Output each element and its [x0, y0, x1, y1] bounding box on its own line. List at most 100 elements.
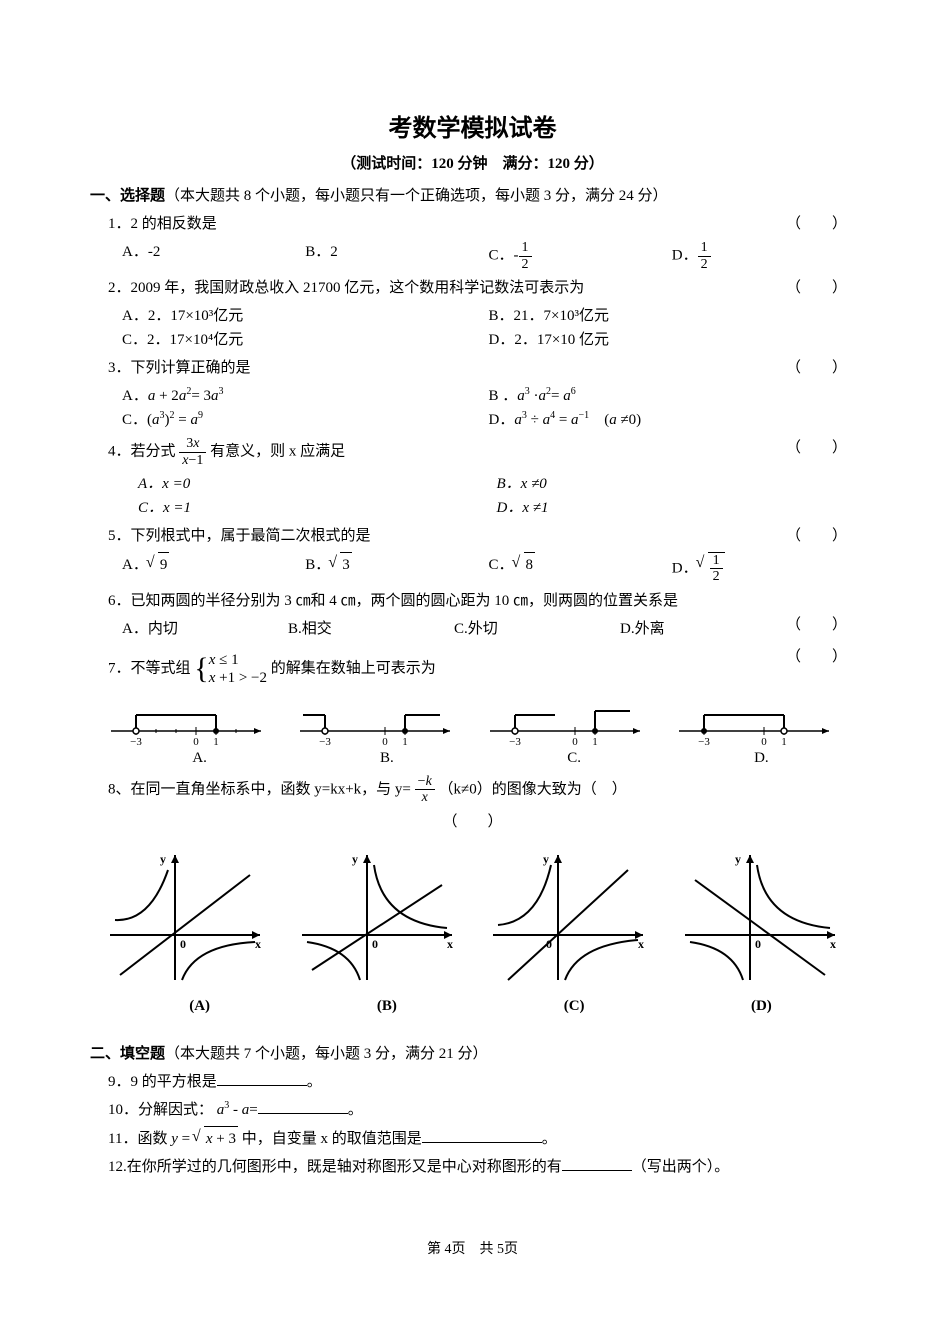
- q7-option-labels: A. B. C. D.: [106, 746, 855, 770]
- graph-d: x y 0: [675, 840, 845, 990]
- svg-text:y: y: [160, 852, 166, 866]
- q1-text: 2 的相反数是: [131, 216, 217, 232]
- section-1-heading: 一、选择题: [90, 188, 165, 204]
- question-7: 7．不等式组 { x ≤ 1x +1 > −2 的解集在数轴上可表示为 （ ）: [108, 645, 855, 693]
- section-2-heading: 二、填空题: [90, 1046, 165, 1062]
- question-12: 12.在你所学过的几何图形中，既是轴对称图形又是中心对称图形的有（写出两个）。: [108, 1155, 855, 1179]
- q1-options: A．-2 B．2 C．-12 D．12: [122, 240, 855, 272]
- q5-text: 下列根式中，属于最简二次根式的是: [131, 528, 371, 544]
- exam-subtitle: （测试时间：120 分钟 满分：120 分）: [90, 152, 855, 176]
- svg-text:1: 1: [403, 736, 409, 746]
- q12-text: 在你所学过的几何图形中，既是轴对称图形又是中心对称图形的有: [127, 1159, 562, 1175]
- q3-opt-a: A．a + 2a2= 3a3: [122, 384, 489, 408]
- question-5: 5．下列根式中，属于最简二次根式的是 （ ）: [108, 524, 855, 548]
- svg-text:−3: −3: [698, 736, 710, 746]
- q7-paren: （ ）: [786, 645, 855, 669]
- q8-num: 8、: [108, 781, 131, 797]
- q3-options: A．a + 2a2= 3a3 B ．a3 ·a2= a6 C．(a3)2 = a…: [122, 384, 855, 432]
- section-1-desc: （本大题共 8 个小题，每小题只有一个正确选项，每小题 3 分，满分 24 分）: [165, 188, 668, 204]
- q8-post: （k≠0）的图像大致为（ ）: [439, 781, 627, 797]
- q4-paren: （ ）: [786, 436, 855, 460]
- svg-text:−3: −3: [130, 736, 142, 746]
- q8-label-c: (C): [481, 994, 668, 1018]
- q10-tail: 。: [348, 1102, 363, 1118]
- section-2-desc: （本大题共 7 个小题，每小题 3 分，满分 21 分）: [165, 1046, 488, 1062]
- q3-opt-b: B ．a3 ·a2= a6: [489, 384, 856, 408]
- svg-text:0: 0: [383, 736, 389, 746]
- q11-num: 11．: [108, 1131, 137, 1147]
- q4-fraction: 3xx−1: [179, 436, 206, 468]
- question-1: 1．2 的相反数是 （ ）: [108, 212, 855, 236]
- q12-num: 12.: [108, 1159, 127, 1175]
- q4-opt-c: C．x =1: [138, 496, 497, 520]
- q3-text: 下列计算正确的是: [131, 360, 251, 376]
- q4-opt-a: A．x =0: [138, 472, 497, 496]
- svg-text:0: 0: [180, 937, 186, 951]
- question-6: 6．已知两圆的半径分别为 3 ㎝和 4 ㎝，两个圆的圆心距为 10 ㎝，则两圆的…: [108, 589, 855, 613]
- q2-options: A．2．17×10³亿元 B．21．7×10³亿元 C．2．17×10⁴亿元 D…: [122, 304, 855, 352]
- q11-blank: [422, 1128, 542, 1143]
- q5-paren: （ ）: [786, 524, 855, 548]
- q2-opt-c: C．2．17×10⁴亿元: [122, 328, 489, 352]
- q3-num: 3．: [108, 360, 131, 376]
- q7-label-d: D.: [668, 746, 855, 770]
- q2-opt-d: D．2．17×10 亿元: [489, 328, 856, 352]
- q1-paren: （ ）: [786, 212, 855, 236]
- q7-label-b: B.: [293, 746, 480, 770]
- q10-blank: [258, 1099, 348, 1114]
- q9-blank: [217, 1071, 307, 1086]
- svg-text:0: 0: [761, 736, 767, 746]
- graph-b: x y 0: [292, 840, 462, 990]
- q9-num: 9．: [108, 1074, 131, 1090]
- q1-opt-a: A．-2: [122, 240, 305, 272]
- numberline-a: −3 0 1: [106, 701, 271, 746]
- question-2: 2．2009 年，我国财政总收入 21700 亿元，这个数用科学记数法可表示为 …: [108, 276, 855, 300]
- q8-label-b: (B): [293, 994, 480, 1018]
- q8-extra-paren: （ ）: [90, 810, 855, 834]
- q4-opt-b: B．x ≠0: [497, 472, 856, 496]
- q7-numberlines: −3 0 1 −3 0 1 −3 0: [106, 701, 839, 746]
- graph-c: x y 0: [483, 840, 653, 990]
- q5-opt-a: A．9: [122, 552, 305, 585]
- q6-opt-c: C.外切: [454, 617, 620, 641]
- q11-tail: 。: [542, 1131, 557, 1147]
- svg-text:−3: −3: [319, 736, 331, 746]
- svg-text:x: x: [638, 937, 644, 951]
- svg-text:y: y: [735, 852, 741, 866]
- svg-text:x: x: [830, 937, 836, 951]
- svg-text:0: 0: [755, 937, 761, 951]
- question-4: 4．若分式 3xx−1 有意义，则 x 应满足 （ ）: [108, 436, 855, 468]
- q2-opt-a: A．2．17×10³亿元: [122, 304, 489, 328]
- q5-opt-d: D．12: [672, 552, 855, 585]
- q4-post: 有意义，则 x 应满足: [210, 444, 345, 460]
- q2-text: 2009 年，我国财政总收入 21700 亿元，这个数用科学记数法可表示为: [131, 280, 585, 296]
- svg-text:0: 0: [572, 736, 578, 746]
- q7-post: 的解集在数轴上可表示为: [271, 660, 436, 676]
- q4-num: 4．: [108, 444, 131, 460]
- q2-num: 2．: [108, 280, 131, 296]
- numberline-b: −3 0 1: [295, 701, 460, 746]
- q8-fraction: −kx: [415, 774, 435, 806]
- q7-pre: 不等式组: [131, 660, 191, 676]
- q5-options: A．9 B．3 C．8 D．12: [122, 552, 855, 585]
- q8-label-a: (A): [106, 994, 293, 1018]
- q7-label-a: A.: [106, 746, 293, 770]
- q7-system: { x ≤ 1x +1 > −2: [194, 645, 267, 693]
- question-10: 10．分解因式： a3 - a=。: [108, 1098, 855, 1122]
- q1-opt-c: C．-12: [489, 240, 672, 272]
- q5-opt-b: B．3: [305, 552, 488, 585]
- q6-opt-d: D.外离: [620, 617, 786, 641]
- svg-text:1: 1: [592, 736, 598, 746]
- question-8: 8、在同一直角坐标系中，函数 y=kx+k，与 y= −kx （k≠0）的图像大…: [108, 774, 855, 806]
- q11-pre: 函数: [137, 1131, 171, 1147]
- q4-opt-d: D．x ≠1: [497, 496, 856, 520]
- question-9: 9．9 的平方根是。: [108, 1070, 855, 1094]
- q9-tail: 。: [307, 1074, 322, 1090]
- graph-a: x y 0: [100, 840, 270, 990]
- q1-opt-d: D．12: [672, 240, 855, 272]
- svg-text:y: y: [352, 852, 358, 866]
- q2-opt-b: B．21．7×10³亿元: [489, 304, 856, 328]
- q12-blank: [562, 1156, 632, 1171]
- svg-text:y: y: [543, 852, 549, 866]
- q6-options: A．内切 B.相交 C.外切 D.外离: [122, 617, 786, 641]
